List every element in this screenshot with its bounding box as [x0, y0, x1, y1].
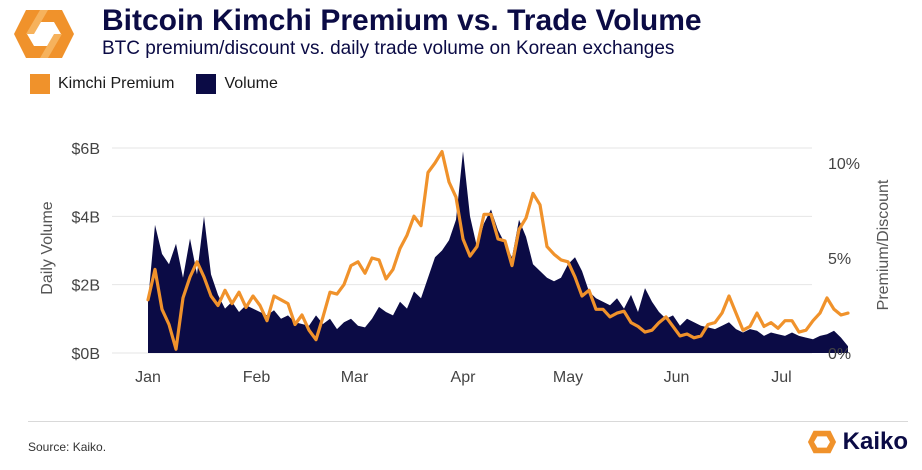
legend-swatch-volume — [196, 74, 217, 94]
x-tick-label: Jul — [771, 369, 791, 386]
legend-item-premium: Kimchi Premium — [30, 74, 174, 94]
legend-swatch-premium — [30, 74, 50, 94]
legend: Kimchi Premium Volume — [30, 74, 300, 94]
kaiko-brand-icon — [807, 430, 836, 454]
y-axis-right-label: Premium/Discount — [875, 179, 892, 310]
y-right-tick-label: 0% — [828, 346, 851, 363]
chart-subtitle: BTC premium/discount vs. daily trade vol… — [102, 38, 675, 59]
y-right-tick-label: 5% — [828, 251, 851, 268]
y-axis-left-label: Daily Volume — [39, 201, 56, 294]
x-tick-label: Mar — [341, 369, 369, 386]
premium-line — [146, 150, 850, 351]
kaiko-logo-icon — [14, 10, 74, 58]
brand-name: Kaiko — [842, 428, 908, 455]
legend-label-premium: Kimchi Premium — [58, 75, 175, 92]
x-tick-label: Feb — [243, 369, 271, 386]
y-left-tick-label: $0B — [72, 346, 100, 363]
y-right-tick-label: 10% — [828, 156, 860, 173]
brand: Kaiko — [807, 428, 908, 456]
footer-divider — [28, 421, 908, 422]
legend-item-volume: Volume — [196, 74, 278, 94]
source-note: Source: Kaiko. — [28, 440, 107, 454]
volume-area — [148, 151, 848, 353]
x-tick-label: May — [553, 369, 583, 386]
x-tick-label: Apr — [451, 369, 477, 386]
x-tick-label: Jun — [664, 369, 690, 386]
chart-area: $0B $2B $4B $6B 0% 5% 10% Jan Feb Mar Apr May Jun J… — [39, 141, 892, 386]
x-tick-label: Jan — [135, 369, 161, 386]
y-left-tick-label: $4B — [72, 209, 100, 226]
y-left-tick-label: $2B — [72, 278, 100, 295]
y-left-tick-label: $6B — [72, 141, 100, 158]
legend-label-volume: Volume — [224, 75, 278, 92]
chart-title: Bitcoin Kimchi Premium vs. Trade Volume — [102, 4, 702, 37]
